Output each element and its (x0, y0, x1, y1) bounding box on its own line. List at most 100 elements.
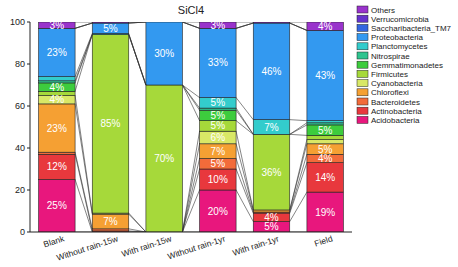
bar-segment (307, 125, 343, 135)
bar-segment (307, 30, 343, 120)
connector (236, 98, 253, 120)
data-label: 46% (261, 66, 281, 77)
connector (236, 169, 253, 213)
bar-segment (39, 77, 75, 81)
bar-segment (200, 159, 236, 170)
data-label: 4% (50, 82, 65, 93)
bar-segment (146, 22, 182, 23)
data-label: 5% (211, 120, 226, 131)
connector (182, 169, 199, 232)
connector (75, 35, 92, 81)
bar-segment (253, 23, 289, 24)
bar-segment (200, 110, 236, 121)
y-tick-label: 0 (20, 227, 25, 237)
legend-swatch (357, 107, 368, 114)
data-label: 23% (47, 123, 67, 134)
bar-segment (92, 214, 128, 229)
bar-segment (307, 192, 343, 232)
y-tick (27, 64, 30, 65)
x-tick-label: Without rain-1yr (166, 233, 226, 261)
data-label: 30% (154, 48, 174, 59)
connector (236, 159, 253, 213)
connector (236, 23, 253, 28)
connector (75, 23, 92, 28)
connector (75, 23, 92, 28)
data-label: 19% (315, 207, 335, 218)
bar-segment (253, 23, 289, 120)
data-label: 3% (211, 20, 226, 31)
connector (182, 22, 199, 23)
bar-segment (39, 180, 75, 233)
bar-segment (39, 152, 75, 154)
y-tick (27, 22, 30, 23)
data-label: 4% (318, 153, 333, 164)
chart: SiCl4020406080100BlankWithout rain-15wWi… (0, 0, 458, 267)
legend-label: Bacteroidetes (371, 98, 420, 107)
x-tick-label: Field (313, 233, 334, 248)
bar-segment (200, 98, 236, 109)
connector (290, 154, 307, 212)
connector (75, 180, 92, 233)
connector (290, 22, 307, 23)
y-tick-label: 100 (10, 17, 25, 27)
bar-segment (92, 34, 128, 35)
data-label: 7% (103, 216, 118, 227)
bar-segment (200, 190, 236, 232)
legend-swatch (357, 34, 368, 41)
data-label: 4% (50, 94, 65, 105)
legend-label: Saccharibacteria_TM7 (371, 24, 452, 33)
legend-swatch (357, 89, 368, 96)
legend-label: Chloroflexi (371, 88, 409, 97)
legend-swatch (357, 24, 368, 31)
bar-segment (146, 22, 182, 23)
legend-swatch (357, 80, 368, 87)
legend-label: Proteobacteria (371, 33, 424, 42)
bar-segment (253, 222, 289, 233)
connector (182, 22, 199, 28)
data-label: 5% (211, 110, 226, 121)
connector (75, 35, 92, 83)
data-label: 5% (211, 97, 226, 108)
bar-segment (92, 34, 128, 35)
connector (182, 22, 199, 28)
data-label: 4% (318, 21, 333, 32)
connector (129, 213, 146, 232)
y-tick-label: 80 (15, 59, 25, 69)
legend-label: Others (371, 6, 395, 15)
bar-segment (307, 163, 343, 192)
x-tick-label: Blank (42, 233, 66, 249)
connector (290, 134, 307, 135)
bar-segment (253, 134, 289, 210)
connector (129, 22, 146, 23)
data-label: 70% (154, 153, 174, 164)
connector (75, 152, 92, 229)
data-label: 6% (211, 132, 226, 143)
legend-label: Nitrospirae (371, 52, 410, 61)
connector (290, 140, 307, 210)
connector (75, 22, 92, 23)
data-label: 4% (264, 212, 279, 223)
connector (182, 85, 199, 121)
bar-segment (146, 22, 182, 85)
legend-label: Actinobacteria (371, 107, 422, 116)
legend-label: Firmicutes (371, 70, 408, 79)
connector (75, 104, 92, 214)
connector (236, 23, 253, 28)
data-label: 5% (211, 158, 226, 169)
connector (236, 108, 253, 134)
connector (75, 35, 92, 92)
connector (182, 85, 199, 108)
connector (182, 144, 199, 232)
legend-swatch (357, 52, 368, 59)
data-label: 43% (315, 70, 335, 81)
bar-segment (39, 28, 75, 76)
bar-segment (307, 135, 343, 139)
y-tick (27, 106, 30, 107)
bar-segment (92, 35, 128, 214)
data-label: 85% (100, 118, 120, 129)
bar-segment (307, 144, 343, 155)
connector (75, 23, 92, 28)
y-tick (27, 190, 30, 191)
bar-segment (307, 121, 343, 123)
connector (290, 23, 307, 30)
